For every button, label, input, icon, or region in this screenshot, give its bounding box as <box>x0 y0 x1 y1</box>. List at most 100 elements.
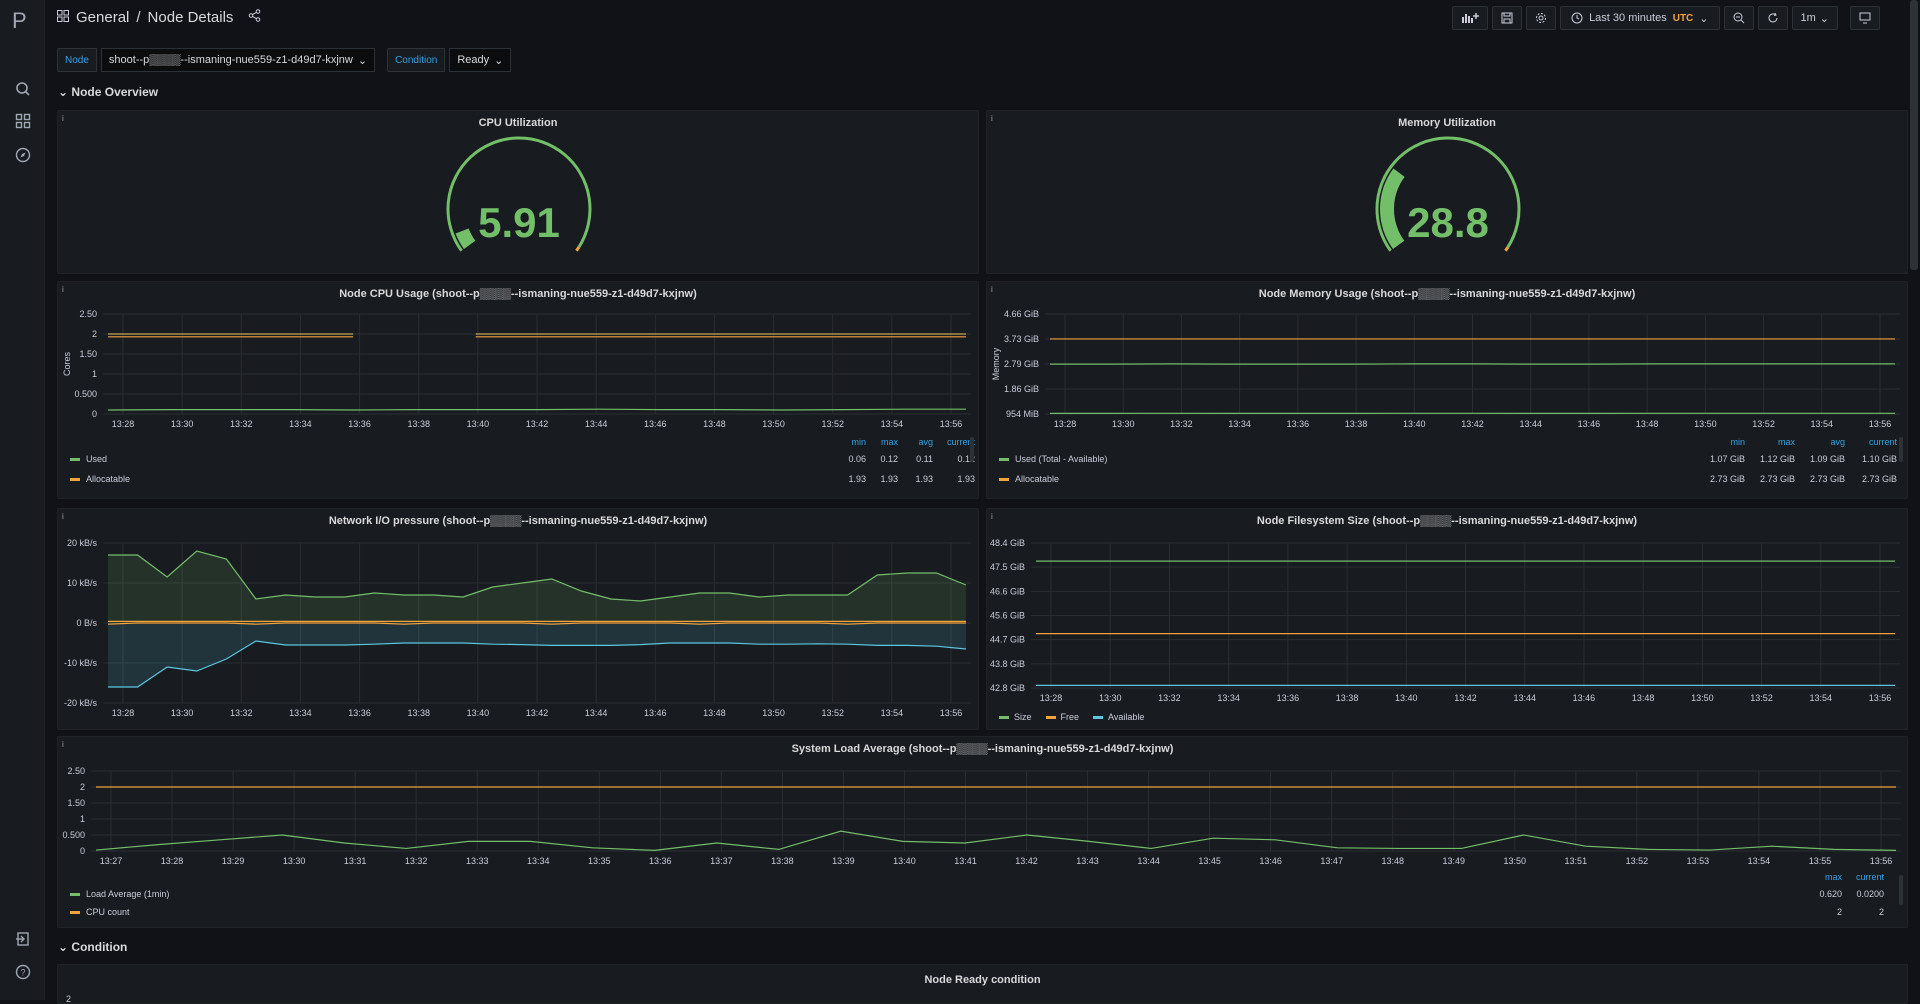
gauge-value: 5.91 <box>478 199 560 246</box>
tv-icon <box>1859 12 1871 24</box>
legend-value: 0.12 <box>933 454 975 464</box>
add-panel-button[interactable] <box>1452 6 1488 30</box>
legend-header-avg[interactable]: avg <box>898 437 933 447</box>
legend-item-available[interactable]: Available <box>1093 712 1144 722</box>
legend-scrollbar[interactable] <box>1899 875 1903 905</box>
dashboard-settings-button[interactable] <box>1526 6 1556 30</box>
legend-value: 2 <box>1842 907 1884 917</box>
memory-utilization-panel: i Memory Utilization 28.8 <box>986 110 1908 274</box>
refresh-interval-label: 1m <box>1801 12 1816 24</box>
zoom-out-icon <box>1733 12 1745 24</box>
x-tick-label: 13:36 <box>649 856 672 866</box>
legend-header-current[interactable]: current <box>933 437 975 447</box>
help-icon[interactable]: ? <box>12 961 33 982</box>
y-tick-label: 2 <box>80 782 85 792</box>
legend-scrollbar[interactable] <box>970 437 974 462</box>
x-tick-label: 13:52 <box>1626 856 1649 866</box>
x-tick-label: 13:50 <box>1504 856 1527 866</box>
node-variable-select[interactable]: shoot--p▒▒▒▒--ismaning-nue559-z1-d49d7-k… <box>101 48 375 72</box>
legend-item-used[interactable]: Used (Total - Available) <box>999 454 1107 464</box>
network-io-graph[interactable]: 20 kB/s10 kB/s0 B/s-10 kB/s-20 kB/s13:28… <box>58 509 979 730</box>
legend-swatch <box>999 716 1009 719</box>
cycle-view-mode-button[interactable] <box>1850 6 1880 30</box>
svg-text:?: ? <box>20 967 25 977</box>
x-tick-label: 13:28 <box>112 419 135 429</box>
legend-header-current[interactable]: current <box>1842 872 1884 882</box>
panel-title[interactable]: Node Ready condition <box>58 974 1907 986</box>
legend-item-allocatable[interactable]: Allocatable <box>70 474 130 484</box>
node-variable-value: shoot--p▒▒▒▒--ismaning-nue559-z1-d49d7-k… <box>109 54 353 66</box>
legend-item-allocatable[interactable]: Allocatable <box>999 474 1059 484</box>
legend-value: 2.73 GiB <box>1707 474 1745 484</box>
y-tick-label: 2 <box>92 329 97 339</box>
x-tick-label: 13:36 <box>348 708 371 718</box>
legend-value: 0.06 <box>836 454 866 464</box>
x-tick-label: 13:56 <box>940 708 963 718</box>
page-scrollbar[interactable] <box>1910 0 1918 270</box>
dashboard-title[interactable]: Node Details <box>148 9 234 26</box>
time-range-picker[interactable]: Last 30 minutes UTC ⌄ <box>1560 6 1719 30</box>
y-tick-label: 46.6 GiB <box>990 586 1025 596</box>
save-icon <box>1501 12 1513 24</box>
refresh-interval-picker[interactable]: 1m ⌄ <box>1792 6 1839 30</box>
x-tick-label: 13:56 <box>940 419 963 429</box>
legend-value: 0.11 <box>898 454 933 464</box>
legend-header-avg[interactable]: avg <box>1795 437 1845 447</box>
share-icon[interactable] <box>248 9 261 26</box>
save-dashboard-button[interactable] <box>1492 6 1522 30</box>
legend-header-max[interactable]: max <box>1818 872 1842 882</box>
x-tick-label: 13:36 <box>1277 693 1300 703</box>
y-tick-label: 10 kB/s <box>67 578 98 588</box>
y-tick-label: 44.7 GiB <box>990 635 1025 645</box>
x-tick-label: 13:48 <box>1636 419 1659 429</box>
x-tick-label: 13:42 <box>526 419 549 429</box>
x-tick-label: 13:38 <box>407 708 430 718</box>
explore-compass-icon[interactable] <box>12 144 33 165</box>
search-icon[interactable] <box>12 78 33 99</box>
x-tick-label: 13:46 <box>1259 856 1282 866</box>
legend-value: 2 <box>1818 907 1842 917</box>
legend-label: Load Average (1min) <box>86 889 169 899</box>
legend-scrollbar[interactable] <box>1899 437 1903 462</box>
x-tick-label: 13:56 <box>1869 693 1892 703</box>
x-tick-label: 13:54 <box>1810 693 1833 703</box>
x-tick-label: 13:50 <box>762 708 785 718</box>
legend-item-used[interactable]: Used <box>70 454 107 464</box>
x-tick-label: 13:32 <box>1170 419 1193 429</box>
legend: Size Free Available <box>999 712 1144 722</box>
legend-value: 0.620 <box>1818 889 1842 899</box>
series-line-errors-b <box>108 623 966 624</box>
legend-header-max[interactable]: max <box>866 437 898 447</box>
legend-value: 1.93 <box>898 474 933 484</box>
row-condition[interactable]: ⌄ Condition <box>58 940 127 954</box>
legend-header-current[interactable]: current <box>1845 437 1897 447</box>
row-node-overview[interactable]: ⌄ Node Overview <box>58 85 158 99</box>
breadcrumb-folder-link[interactable]: General <box>76 9 129 26</box>
legend-item-load-average[interactable]: Load Average (1min) <box>70 889 169 899</box>
legend-header-min[interactable]: min <box>836 437 866 447</box>
x-tick-label: 13:32 <box>1158 693 1181 703</box>
grafana-logo-icon[interactable]: P <box>12 8 27 34</box>
legend-header-max[interactable]: max <box>1745 437 1795 447</box>
condition-variable-select[interactable]: Ready ⌄ <box>449 48 511 72</box>
legend-item-cpu-count[interactable]: CPU count <box>70 907 130 917</box>
sign-in-icon[interactable] <box>12 928 33 949</box>
legend-item-size[interactable]: Size <box>999 712 1032 722</box>
x-tick-label: 13:32 <box>230 419 253 429</box>
x-tick-label: 13:53 <box>1687 856 1710 866</box>
legend-header-min[interactable]: min <box>1707 437 1745 447</box>
x-tick-label: 13:38 <box>1345 419 1368 429</box>
legend-item-free[interactable]: Free <box>1046 712 1080 722</box>
zoom-out-button[interactable] <box>1724 6 1754 30</box>
dashboards-icon[interactable] <box>12 110 33 131</box>
refresh-button[interactable] <box>1758 6 1788 30</box>
legend-swatch <box>999 478 1009 481</box>
row-title-label: Node Overview <box>71 85 158 99</box>
y-tick-label: 48.4 GiB <box>990 538 1025 548</box>
y-tick-label: 43.8 GiB <box>990 659 1025 669</box>
